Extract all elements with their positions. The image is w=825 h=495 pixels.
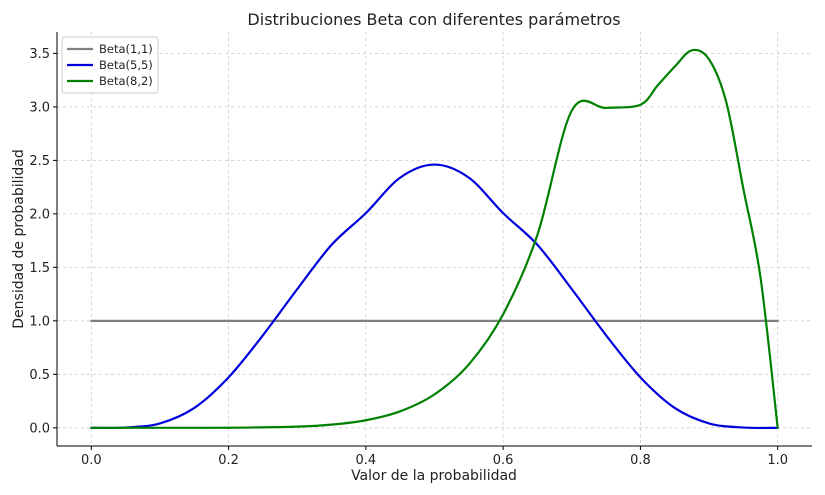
x-tick-label: 0.2 xyxy=(218,453,239,468)
ticks: 0.0 0.2 0.4 0.6 0.8 1.0 0.0 0.5 1.0 1.5 2.0 2.5 3.0 3… xyxy=(29,47,788,468)
x-axis-label: Valor de la probabilidad xyxy=(351,468,517,484)
legend: Beta(1,1) Beta(5,5) Beta(8,2) xyxy=(61,36,159,94)
y-tick-label: 2.0 xyxy=(29,207,50,222)
x-tick-label: 0.6 xyxy=(493,453,514,468)
y-tick-label: 2.5 xyxy=(29,154,50,169)
x-tick-label: 0.4 xyxy=(356,453,377,468)
grid xyxy=(57,32,812,446)
y-tick-label: 3.5 xyxy=(29,47,50,62)
y-tick-label: 0.5 xyxy=(29,368,50,383)
legend-label: Beta(8,2) xyxy=(99,74,153,88)
series-layer xyxy=(90,48,779,430)
legend-label: Beta(5,5) xyxy=(99,58,153,72)
axes xyxy=(56,32,812,447)
x-tick-label: 0.8 xyxy=(630,453,651,468)
series-line-2 xyxy=(90,163,779,430)
series-line-3 xyxy=(90,48,779,429)
x-tick-label: 1.0 xyxy=(767,453,788,468)
y-tick-label: 1.0 xyxy=(29,314,50,329)
x-tick-label: 0.0 xyxy=(81,453,102,468)
legend-box xyxy=(61,36,159,94)
y-tick-label: 3.0 xyxy=(29,100,50,115)
y-tick-label: 0.0 xyxy=(29,421,50,436)
chart-title: Distribuciones Beta con diferentes parám… xyxy=(247,10,620,29)
y-axis-label: Densidad de probabilidad xyxy=(11,149,27,328)
y-tick-label: 1.5 xyxy=(29,261,50,276)
legend-label: Beta(1,1) xyxy=(99,42,153,56)
